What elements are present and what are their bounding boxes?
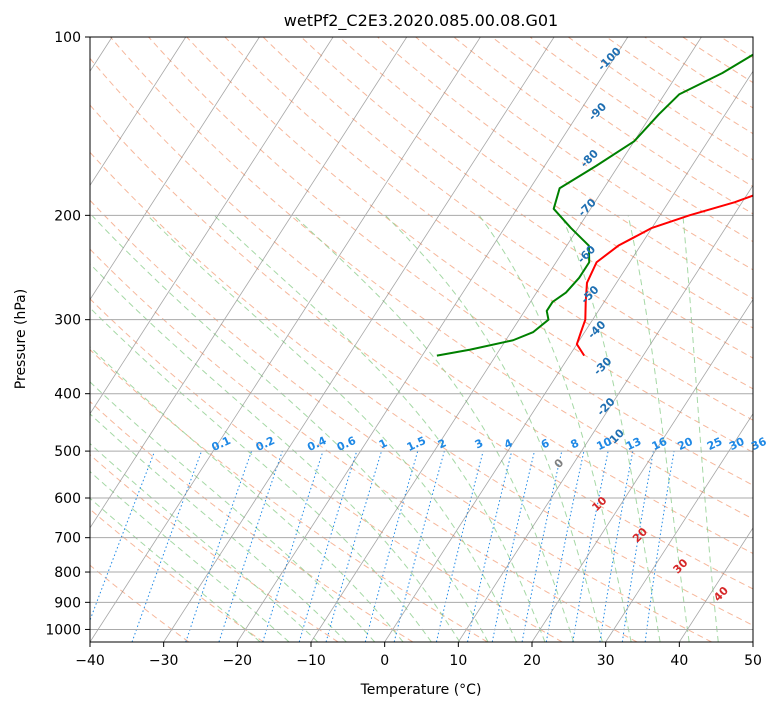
x-tick-label: −40 <box>75 653 105 669</box>
axes-frame <box>89 36 754 643</box>
chart-title: wetPf2_C2E3.2020.085.00.08.G01 <box>284 11 558 31</box>
mixing-ratio-line <box>467 450 513 642</box>
mixing-ratio-line <box>435 450 484 642</box>
dry-adiabat <box>90 104 753 590</box>
x-tick-label: −20 <box>223 653 253 669</box>
moist-adiabat <box>90 307 432 642</box>
isotherm <box>90 37 260 301</box>
x-tick-label: 10 <box>449 653 467 669</box>
y-tick-label: 100 <box>54 30 81 46</box>
isotherm <box>90 37 481 642</box>
moist-adiabat <box>293 214 575 642</box>
dry-adiabat <box>90 248 638 642</box>
mixing-ratio-label: 16 <box>650 435 670 453</box>
mixing-ratio-line <box>621 451 654 642</box>
dry-adiabat <box>90 508 264 642</box>
x-tick-label: 30 <box>597 653 615 669</box>
moist-adiabat <box>90 442 319 642</box>
moist-adiabat <box>90 346 404 642</box>
y-tick-label: 500 <box>54 444 81 460</box>
dry-adiabat <box>90 454 339 642</box>
isotherm <box>90 37 408 529</box>
mixing-ratio-line <box>364 450 419 642</box>
moist-adiabat <box>91 214 489 642</box>
axis-ticks: −40 −30 −20 −10 0 10 20 30 40 50 1000 900 800 700 600 5… <box>45 30 762 669</box>
moist-adiabat <box>627 215 690 642</box>
moist-adiabat <box>90 381 376 642</box>
x-tick-label: 50 <box>744 653 762 669</box>
x-tick-label: 0 <box>380 653 389 669</box>
moist-adiabat <box>682 215 719 642</box>
isotherm <box>457 184 753 642</box>
isotherm <box>384 70 753 642</box>
x-axis-label: Temperature (°C) <box>360 682 482 698</box>
dry-adiabat <box>262 37 753 390</box>
y-tick-label: 800 <box>54 565 81 581</box>
isotherm <box>236 37 629 642</box>
isotherm <box>678 527 753 642</box>
isotherm <box>90 37 334 415</box>
x-tick-label: −10 <box>296 653 326 669</box>
dewpoint-profile <box>436 53 753 357</box>
y-tick-label: 900 <box>54 595 81 611</box>
y-tick-label: 400 <box>54 387 81 403</box>
isotherm <box>531 298 753 642</box>
y-tick-label: 1000 <box>45 622 81 638</box>
plot-area <box>90 37 753 642</box>
mixing-ratio-line <box>218 450 283 642</box>
mixing-ratio-line <box>185 450 253 642</box>
dry-adiabat <box>90 199 712 642</box>
y-axis-label: Pressure (hPa) <box>13 289 29 389</box>
y-tick-label: 300 <box>54 313 81 329</box>
x-tick-label: 20 <box>523 653 541 669</box>
isotherm <box>90 37 187 187</box>
x-tick-label: −30 <box>149 653 179 669</box>
x-tick-label: 40 <box>670 653 688 669</box>
plot-border <box>89 36 754 643</box>
temperature-profile <box>575 194 753 357</box>
moist-adiabat <box>90 263 461 642</box>
moist-adiabat <box>213 214 546 642</box>
moist-adiabat <box>90 413 347 642</box>
mixing-ratio-line <box>325 450 383 642</box>
y-tick-label: 600 <box>54 491 81 507</box>
moist-adiabat <box>560 215 661 642</box>
mixing-ratio-line <box>298 450 358 642</box>
mixing-ratio-line <box>644 451 675 642</box>
mixing-ratio-line <box>90 450 156 622</box>
isotherm <box>605 412 753 642</box>
isotherm <box>163 37 555 642</box>
mixing-ratio-label: 36 <box>749 435 769 453</box>
dry-adiabat <box>300 37 753 359</box>
dry-adiabat <box>90 298 563 642</box>
mixing-ratio-label: 13 <box>624 435 643 453</box>
mixing-ratio-label: 30 <box>727 435 747 453</box>
dry-adiabat <box>90 151 753 626</box>
mixing-ratio-label: 25 <box>705 435 724 453</box>
dry-adiabat <box>90 348 488 642</box>
mixing-ratio-label: 10 <box>595 435 615 453</box>
y-tick-label: 700 <box>54 531 81 547</box>
y-tick-label: 200 <box>54 208 81 224</box>
mixing-ratio-label: 20 <box>676 435 696 453</box>
mixing-ratio-line <box>262 450 324 642</box>
moist-adiabat <box>147 214 517 642</box>
dry-adiabat <box>110 37 753 520</box>
